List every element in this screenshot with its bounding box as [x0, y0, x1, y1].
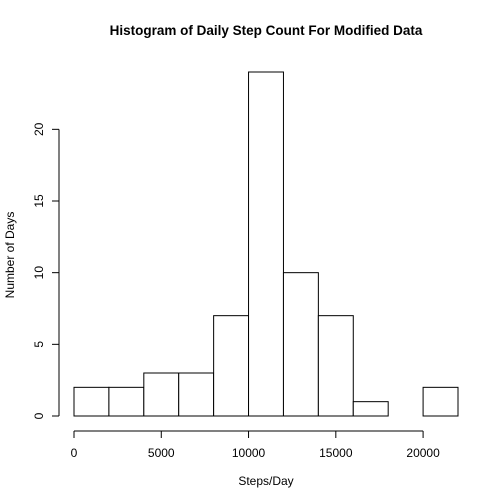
- histogram-bar: [73, 386, 110, 417]
- bars-group: [73, 71, 459, 417]
- chart-title: Histogram of Daily Step Count For Modifi…: [110, 23, 423, 38]
- x-tick-label: 5000: [148, 446, 175, 460]
- y-tick-label: 15: [32, 194, 46, 208]
- histogram-bar: [282, 272, 319, 417]
- x-tick-label: 15000: [319, 446, 353, 460]
- y-tick-label: 20: [32, 122, 46, 136]
- x-tick-label: 20000: [406, 446, 440, 460]
- x-axis-label: Steps/Day: [238, 474, 293, 488]
- y-tick-label: 5: [32, 341, 46, 348]
- histogram-bar: [178, 372, 215, 417]
- x-axis: 0 5000 10000 15000 20000: [71, 430, 440, 460]
- x-tick-label: 0: [71, 446, 78, 460]
- histogram-bar: [143, 372, 180, 417]
- histogram-bar: [317, 315, 354, 417]
- y-tick-label: 10: [32, 266, 46, 280]
- y-axis: 0 5 10 15 20: [32, 122, 60, 419]
- histogram-bar: [108, 386, 145, 417]
- y-tick-label: 0: [32, 412, 46, 419]
- histogram-bar: [352, 401, 389, 417]
- y-axis-label: Number of Days: [3, 212, 17, 299]
- histogram-bar: [422, 386, 459, 417]
- histogram-bar: [248, 71, 284, 417]
- histogram-bar: [213, 315, 250, 417]
- x-tick-label: 10000: [232, 446, 266, 460]
